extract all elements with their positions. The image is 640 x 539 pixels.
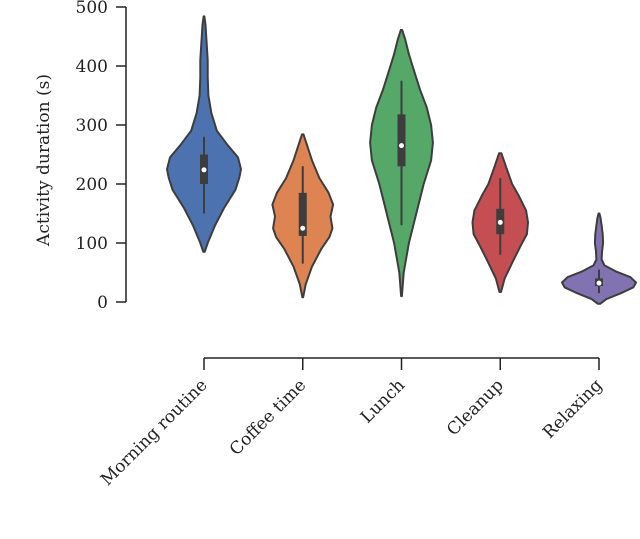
x-tick-label: Cleanup [443, 375, 508, 440]
x-tick-label: Morning routine [97, 375, 212, 490]
violin-body [561, 212, 637, 305]
y-axis: 0 100 200 300 400 500 Activity duration (s) [34, 0, 127, 313]
x-tick-label: Lunch [357, 375, 409, 427]
violin-median [497, 219, 503, 225]
x-ticks: Morning routine Coffee time Lunch Cleanup Re… [97, 358, 607, 490]
y-tick-label: 300 [76, 116, 108, 136]
violin-median [596, 280, 602, 286]
violin-median [300, 225, 306, 231]
x-axis: Morning routine Coffee time Lunch Cleanup Re… [97, 357, 607, 490]
x-tick-label: Coffee time [226, 375, 310, 459]
x-tick-label: Relaxing [539, 375, 606, 442]
y-axis-label: Activity duration (s) [34, 74, 54, 247]
violin-iqr-box [298, 192, 307, 236]
y-ticks: 0 100 200 300 400 500 [76, 0, 126, 313]
y-tick-label: 500 [76, 0, 108, 18]
violin-iqr-box [397, 114, 406, 167]
violin-body [166, 15, 242, 253]
y-tick-label: 400 [76, 57, 108, 77]
y-tick-label: 100 [76, 234, 108, 254]
y-tick-label: 200 [76, 175, 108, 195]
violins [166, 15, 637, 305]
y-tick-label: 0 [97, 293, 108, 313]
violin-median [201, 167, 207, 173]
violin-median [399, 143, 404, 149]
